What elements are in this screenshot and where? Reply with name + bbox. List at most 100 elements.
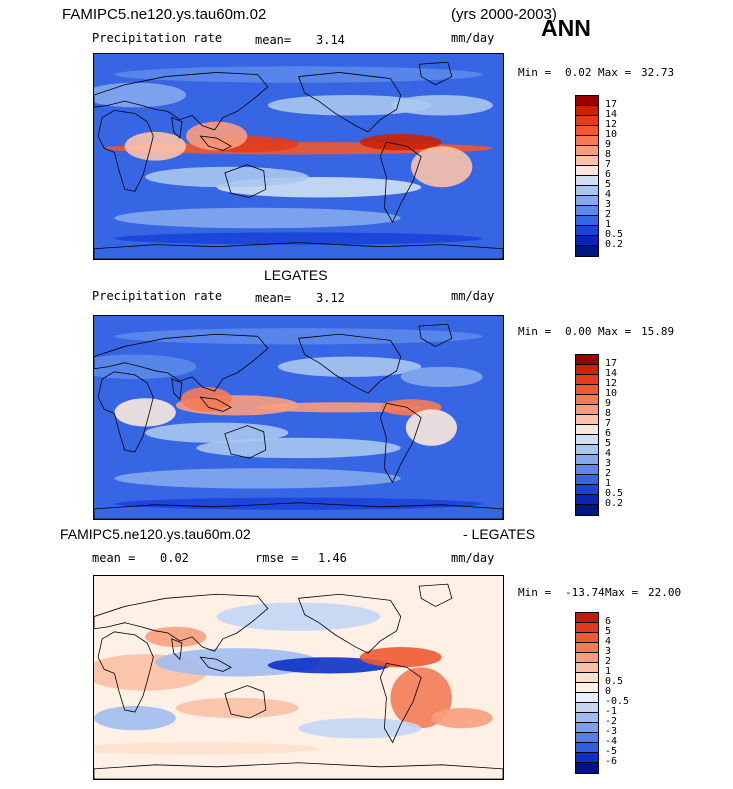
colorbar-tick-label: 3	[605, 646, 612, 657]
panel1-map	[93, 53, 504, 260]
panel2-title: LEGATES	[264, 267, 328, 283]
panel3-colorbar	[575, 612, 599, 774]
colorbar-tick-label: 3	[605, 458, 612, 469]
panel1-max-value: 32.73	[641, 66, 675, 79]
colorbar-tick-label: 12	[605, 119, 618, 130]
colorbar-swatch	[576, 395, 598, 405]
colorbar-tick-label: 7	[605, 159, 612, 170]
colorbar-swatch	[576, 166, 598, 176]
colorbar-tick-label: 0.5	[605, 488, 624, 499]
panel1-field-label: Precipitation rate	[92, 31, 223, 45]
colorbar-swatch	[576, 415, 598, 425]
colorbar-tick-label: 5	[605, 179, 612, 190]
colorbar-tick-label: 8	[605, 408, 612, 419]
colorbar-swatch	[576, 613, 598, 623]
colorbar-tick-label: -6	[605, 756, 618, 767]
colorbar-tick-label: -0.5	[605, 696, 630, 707]
panel2-max-label: Max =	[598, 325, 632, 338]
colorbar-tick-label: 4	[605, 448, 612, 459]
panel3-map	[93, 575, 504, 780]
colorbar-swatch	[576, 495, 598, 505]
colorbar-swatch	[576, 623, 598, 633]
panel3-mean-value: 0.02	[160, 551, 189, 565]
colorbar-tick-label: 5	[605, 438, 612, 449]
colorbar-tick-label: -1	[605, 706, 618, 717]
colorbar-swatch	[576, 96, 598, 106]
panel2-map	[93, 315, 504, 520]
panel3-min-value: -13.74	[565, 586, 605, 599]
colorbar-tick-label: 2	[605, 468, 612, 479]
colorbar-tick-label: 6	[605, 428, 612, 439]
colorbar-tick-label: 8	[605, 149, 612, 160]
colorbar-swatch	[576, 693, 598, 703]
colorbar-swatch	[576, 156, 598, 166]
case-title: FAMIPC5.ne120.ys.tau60m.02	[62, 6, 267, 23]
colorbar-tick-label: 4	[605, 189, 612, 200]
colorbar-tick-label: 3	[605, 199, 612, 210]
colorbar-swatch	[576, 733, 598, 743]
colorbar-swatch	[576, 216, 598, 226]
colorbar-tick-label: 10	[605, 129, 618, 140]
colorbar-swatch	[576, 465, 598, 475]
panel3-max-value: 22.00	[648, 586, 682, 599]
colorbar-swatch	[576, 385, 598, 395]
season-label: ANN	[541, 15, 591, 41]
colorbar-tick-label: 1	[605, 666, 612, 677]
panel2-units: mm/day	[451, 289, 495, 303]
colorbar-swatch	[576, 236, 598, 246]
map-field	[94, 316, 503, 519]
panel1-units: mm/day	[451, 31, 495, 45]
panel3-rmse-value: 1.46	[318, 551, 347, 565]
colorbar-swatch	[576, 365, 598, 375]
colorbar-tick-label: -2	[605, 716, 618, 727]
colorbar-tick-label: 9	[605, 398, 612, 409]
panel2-colorbar	[575, 354, 599, 516]
panel3-mean-label: mean =	[92, 551, 136, 565]
colorbar-swatch	[576, 713, 598, 723]
colorbar-swatch	[576, 405, 598, 415]
panel1-min-value: 0.02	[565, 66, 592, 79]
colorbar-tick-label: 0.5	[605, 676, 624, 687]
panel3-max-label: Max =	[605, 586, 639, 599]
colorbar-tick-label: 1	[605, 219, 612, 230]
colorbar-tick-label: 17	[605, 358, 618, 369]
panel2-mean-value: 3.12	[316, 291, 345, 305]
colorbar-swatch	[576, 176, 598, 186]
colorbar-swatch	[576, 146, 598, 156]
panel1-colorbar	[575, 95, 599, 257]
colorbar-swatch	[576, 653, 598, 663]
panel3-rmse-label: rmse =	[255, 551, 299, 565]
colorbar-swatch	[576, 126, 598, 136]
colorbar-tick-label: 0.2	[605, 239, 624, 250]
colorbar-tick-label: 2	[605, 656, 612, 667]
colorbar-swatch	[576, 485, 598, 495]
colorbar-swatch	[576, 505, 598, 515]
map-field	[94, 54, 503, 259]
colorbar-swatch	[576, 763, 598, 773]
panel3-title-left: FAMIPC5.ne120.ys.tau60m.02	[60, 526, 251, 542]
colorbar-swatch	[576, 355, 598, 365]
colorbar-swatch	[576, 425, 598, 435]
colorbar-tick-label: -5	[605, 746, 618, 757]
years-label: (yrs 2000-2003)	[451, 6, 557, 23]
colorbar-tick-label: 0.5	[605, 229, 624, 240]
colorbar-swatch	[576, 445, 598, 455]
colorbar-tick-label: 1	[605, 478, 612, 489]
panel1-max-label: Max =	[598, 66, 632, 79]
colorbar-tick-label: 5	[605, 626, 612, 637]
panel2-min-value: 0.00	[565, 325, 592, 338]
panel2-field-label: Precipitation rate	[92, 289, 223, 303]
colorbar-swatch	[576, 435, 598, 445]
colorbar-tick-label: 14	[605, 109, 618, 120]
colorbar-tick-label: 4	[605, 636, 612, 647]
panel2-min-label: Min =	[518, 325, 552, 338]
colorbar-swatch	[576, 633, 598, 643]
colorbar-tick-label: 14	[605, 368, 618, 379]
panel1-min-label: Min =	[518, 66, 552, 79]
panel1-mean-label: mean=	[255, 33, 292, 47]
colorbar-swatch	[576, 246, 598, 256]
colorbar-swatch	[576, 683, 598, 693]
colorbar-tick-label: -4	[605, 736, 618, 747]
colorbar-swatch	[576, 196, 598, 206]
panel2-mean-label: mean=	[255, 291, 292, 305]
